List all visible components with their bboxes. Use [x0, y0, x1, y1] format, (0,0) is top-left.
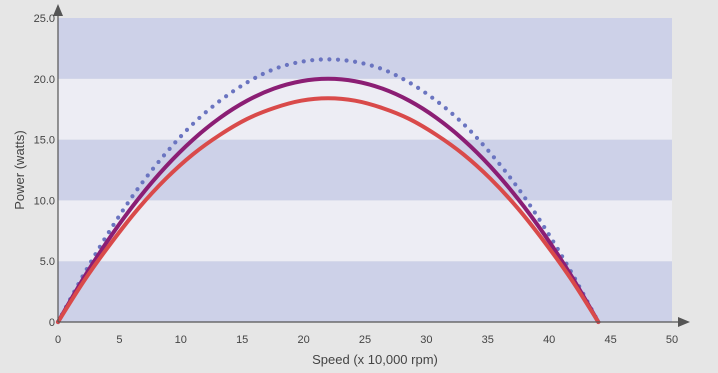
x-axis-title: Speed (x 10,000 rpm) [312, 352, 438, 367]
series-line-3 [56, 96, 601, 324]
y-tick-label-10-0: 10.0 [34, 195, 55, 207]
x-tick-labels: 0 5 10 15 20 25 30 35 40 45 50 [55, 334, 678, 346]
x-tick-label-15: 15 [236, 334, 248, 346]
y-tick-label-25-0: 25.0 [34, 13, 55, 25]
series-line-1 [55, 57, 601, 325]
x-tick-label-10: 10 [175, 334, 187, 346]
x-tick-label-25: 25 [359, 334, 371, 346]
y-tick-label-5-0: 5.0 [40, 256, 55, 268]
y-tick-labels: 0 5.0 10.0 15.0 20.0 25.0 [34, 13, 55, 329]
x-axis-arrow-icon [678, 317, 690, 327]
series-line-2 [56, 76, 601, 324]
grid-band [58, 200, 672, 262]
x-tick-label-20: 20 [297, 334, 309, 346]
y-tick-label-20-0: 20.0 [34, 74, 55, 86]
y-tick-label-0: 0 [49, 317, 55, 329]
y-axis-title: Power (watts) [12, 130, 27, 209]
x-tick-label-5: 5 [116, 334, 122, 346]
x-tick-label-50: 50 [666, 334, 678, 346]
series-layer [55, 57, 601, 325]
x-tick-label-0: 0 [55, 334, 61, 346]
axes [53, 4, 690, 327]
x-tick-label-30: 30 [420, 334, 432, 346]
plot-bands [58, 18, 672, 322]
x-tick-label-35: 35 [482, 334, 494, 346]
y-axis-arrow-icon [53, 4, 63, 16]
x-tick-label-40: 40 [543, 334, 555, 346]
grid-band [58, 78, 672, 140]
grid-band [58, 18, 672, 79]
y-tick-label-15-0: 15.0 [34, 135, 55, 147]
grid-band [58, 139, 672, 201]
x-tick-label-45: 45 [604, 334, 616, 346]
